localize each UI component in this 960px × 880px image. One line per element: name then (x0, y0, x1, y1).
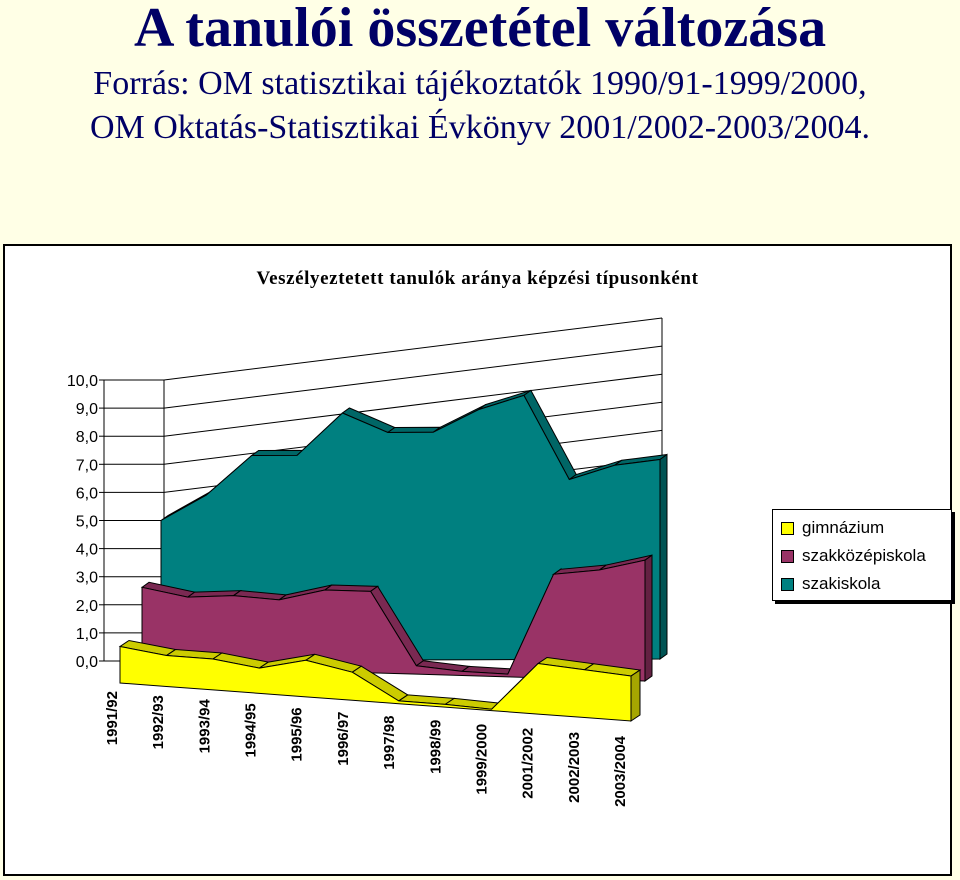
x-tick-label: 2001/2002 (520, 728, 537, 799)
x-tick-label: 1997/98 (381, 716, 398, 770)
x-tick-label: 1991/92 (104, 691, 121, 745)
area-side-szakközépiskola (644, 554, 653, 682)
legend-label-gimnazium: gimnázium (802, 518, 885, 537)
legend-swatch-szakkozepiskola (781, 549, 794, 563)
x-tick-label: 2003/2004 (612, 735, 629, 807)
chart-title: Veszélyeztetett tanulók aránya képzési t… (256, 268, 699, 289)
gridline (163, 373, 663, 437)
legend-item-szakkozepiskola: szakközépiskola (781, 546, 926, 566)
y-tick-label: 9,0 (76, 401, 98, 418)
y-tick-label: 2,0 (76, 598, 98, 615)
x-tick-label: 1996/97 (335, 711, 352, 765)
x-tick-label: 1992/93 (150, 695, 167, 749)
area-depth-szakiskola (386, 426, 442, 433)
area-chart: 10,0 9,0 8,0 7,0 6,0 5,0 4,0 3,0 2,0 1,0 0,0 1991/9… (67, 317, 668, 807)
x-tick-label: 1994/95 (243, 703, 260, 757)
x-tick-label: 2002/2003 (566, 732, 583, 803)
y-tick-label: 1,0 (76, 626, 98, 643)
chart-legend: gimnázium szakközépiskola szakiskola (772, 509, 952, 601)
gridline (163, 345, 663, 409)
x-tick-label: 1999/2000 (473, 724, 490, 795)
y-tick-label: 7,0 (76, 457, 98, 474)
chart-container: Veszélyeztetett tanulók aránya képzési t… (3, 244, 952, 876)
page-subtitle: Forrás: OM statisztikai tájékoztatók 199… (0, 62, 960, 150)
header: A tanulói összetétel változása Forrás: O… (0, 0, 960, 245)
subtitle-line-2: OM Oktatás-Statisztikai Évkönyv 2001/200… (89, 109, 871, 146)
y-tick-label: 3,0 (76, 570, 98, 587)
y-tick-label: 0,0 (76, 654, 98, 671)
legend-swatch-szakiskola (781, 577, 794, 591)
legend-swatch-gimnazium (781, 521, 794, 535)
subtitle-line-1: Forrás: OM statisztikai tájékoztatók 199… (93, 65, 867, 102)
x-tick-label: 1995/96 (289, 707, 306, 761)
area-depth-szakiskola (250, 449, 306, 457)
page-title: A tanulói összetétel változása (133, 0, 827, 59)
y-tick-label: 4,0 (76, 542, 98, 559)
y-tick-label: 6,0 (76, 485, 98, 502)
legend-label-szakkozepiskola: szakközépiskola (802, 546, 926, 565)
area-side-gimnázium (630, 669, 641, 722)
y-tick-label: 10,0 (67, 373, 98, 390)
x-tick-label: 1993/94 (196, 699, 213, 754)
gridline (163, 317, 663, 381)
x-tick-label: 1998/99 (427, 720, 444, 774)
area-side-szakiskola (659, 453, 668, 660)
legend-item-szakiskola: szakiskola (781, 574, 880, 594)
area-gimnázium (119, 645, 632, 722)
legend-label-szakiskola: szakiskola (802, 574, 881, 593)
y-tick-label: 5,0 (76, 514, 98, 531)
y-tick-label: 8,0 (76, 429, 98, 446)
legend-item-gimnazium: gimnázium (781, 518, 884, 538)
